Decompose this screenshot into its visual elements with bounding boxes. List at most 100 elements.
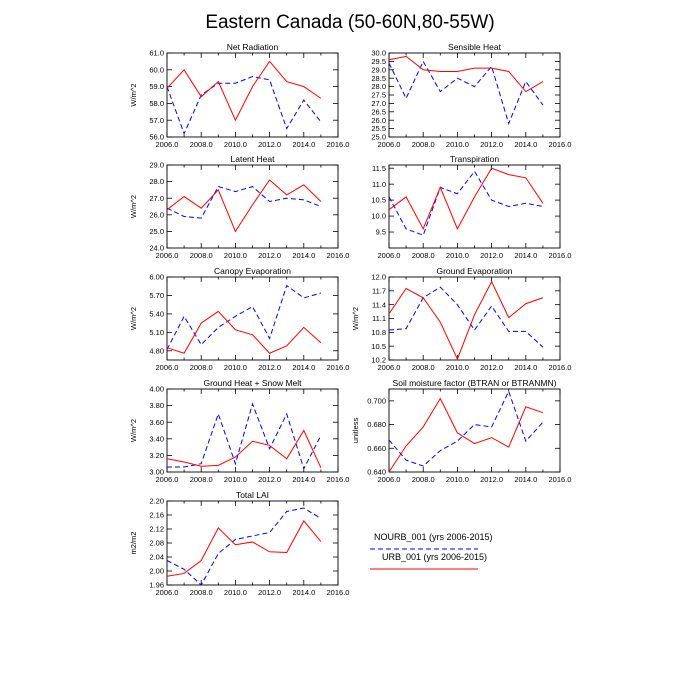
x-tick-label: 2010.0 (446, 140, 469, 149)
plot-frame (388, 388, 561, 473)
legend: NOURB_001 (yrs 2006-2015) URB_001 (yrs 20… (370, 532, 493, 570)
series-line-urb (166, 429, 322, 469)
y-axis-label: W/m^2 (351, 307, 360, 330)
y-tick-label: 10.8 (371, 328, 386, 337)
x-tick-label: 2012.0 (480, 363, 503, 372)
x-tick-label: 2012.0 (258, 251, 281, 260)
plot-frame (166, 52, 339, 138)
y-axis-label: W/m^2 (129, 307, 138, 330)
chart-panel-7: Ground Heat + Snow Melt W/m^2 2006.0 2008.0… (129, 378, 349, 484)
plot-frame (166, 500, 339, 586)
series-line-nourb (388, 286, 544, 348)
y-tick-label: 11.7 (372, 286, 386, 295)
x-tick-label: 2016.0 (549, 475, 572, 484)
y-tick-label: 29.0 (371, 65, 386, 74)
series-line-urb (388, 55, 544, 93)
y-tick-label: 2.20 (149, 497, 164, 506)
y-tick-label: 10.0 (371, 212, 386, 221)
x-tick-label: 2014.0 (514, 475, 537, 484)
x-tick-label: 2016.0 (327, 251, 350, 260)
series-line-urb (388, 280, 544, 361)
y-tick-label: 11.4 (372, 300, 386, 309)
x-tick-label: 2006.0 (378, 475, 401, 484)
x-tick-label: 2012.0 (480, 140, 503, 149)
x-tick-label: 2006.0 (156, 251, 179, 260)
y-tick-label: 10.5 (371, 196, 386, 205)
x-tick-label: 2006.0 (378, 363, 401, 372)
y-tick-label: 30.0 (371, 49, 386, 58)
y-tick-label: 10.5 (371, 342, 386, 351)
x-tick-label: 2010.0 (224, 475, 247, 484)
chart-panel-2: Sensible Heat 2006.0 2008.0 2010.0 2012.0 201… (371, 42, 571, 149)
panel-title: Latent Heat (231, 154, 276, 164)
y-axis-label: m2/m2 (129, 532, 138, 555)
y-tick-label: 25.0 (149, 227, 164, 236)
y-tick-label: 5.40 (149, 309, 164, 318)
y-tick-label: 58.0 (149, 99, 164, 108)
x-tick-label: 2014.0 (292, 588, 315, 597)
y-tick-label: 11.1 (372, 314, 386, 323)
y-tick-label: 2.16 (149, 511, 164, 520)
x-tick-label: 2006.0 (156, 363, 179, 372)
series-line-urb (166, 60, 322, 122)
y-tick-label: 12.0 (371, 273, 386, 282)
y-tick-label: 26.0 (149, 210, 164, 219)
y-axis-label: unitless (351, 418, 360, 444)
x-tick-label: 2014.0 (514, 363, 537, 372)
x-tick-label: 2010.0 (446, 475, 469, 484)
y-tick-label: 2.08 (149, 539, 164, 548)
x-tick-label: 2008.0 (190, 251, 213, 260)
x-tick-label: 2016.0 (549, 363, 572, 372)
chart-panel-9: Total LAI m2/m2 2006.0 2008.0 2010.0 2012.0 20… (129, 490, 349, 597)
y-tick-label: 11.0 (372, 180, 386, 189)
x-tick-label: 2016.0 (327, 588, 350, 597)
series-line-nourb (388, 390, 544, 467)
plot-frame (388, 52, 561, 138)
x-tick-label: 2016.0 (549, 140, 572, 149)
y-tick-label: 0.680 (367, 420, 386, 429)
y-tick-label: 29.5 (371, 57, 386, 66)
x-tick-label: 2006.0 (378, 251, 401, 260)
chart-panel-8: Soil moisture factor (BTRAN or BTRANMN) u… (351, 378, 571, 484)
series-line-nourb (166, 507, 322, 586)
y-tick-label: 3.00 (149, 468, 164, 477)
x-tick-label: 2012.0 (258, 363, 281, 372)
panel-title: Net Radiation (227, 42, 279, 52)
x-tick-label: 2010.0 (224, 251, 247, 260)
x-tick-label: 2014.0 (292, 363, 315, 372)
y-tick-label: 28.5 (371, 74, 386, 83)
panel-title: Canopy Evaporation (214, 266, 291, 276)
series-line-urb (166, 179, 322, 233)
y-tick-label: 2.12 (149, 525, 164, 534)
y-tick-label: 59.0 (149, 82, 164, 91)
x-tick-label: 2008.0 (190, 140, 213, 149)
y-tick-label: 28.0 (371, 82, 386, 91)
y-tick-label: 27.0 (149, 194, 164, 203)
x-tick-label: 2016.0 (327, 363, 350, 372)
x-tick-label: 2008.0 (190, 475, 213, 484)
x-tick-label: 2014.0 (292, 251, 315, 260)
series-line-nourb (166, 185, 322, 219)
series-line-nourb (388, 170, 543, 236)
y-tick-label: 0.660 (367, 444, 386, 453)
x-tick-label: 2006.0 (156, 140, 179, 149)
series-line-nourb (167, 402, 322, 470)
y-tick-label: 4.80 (149, 346, 164, 355)
plot-frame (388, 276, 561, 361)
y-axis-label: W/m^2 (129, 195, 138, 218)
y-axis-label: W/m^2 (129, 83, 138, 106)
panels: Net Radiation W/m^2 2006.0 2008.0 2010.0 2012… (129, 42, 571, 597)
x-tick-label: 2010.0 (446, 363, 469, 372)
y-tick-label: 5.70 (149, 291, 164, 300)
x-tick-label: 2010.0 (224, 363, 247, 372)
y-tick-label: 25.0 (371, 133, 386, 142)
y-axis-label: W/m^2 (129, 419, 138, 442)
legend-entry-nourb: NOURB_001 (yrs 2006-2015) (370, 532, 493, 550)
plot-frame (166, 164, 339, 249)
panel-title: Total LAI (236, 490, 269, 500)
legend-label: URB_001 (yrs 2006-2015) (382, 552, 487, 562)
y-tick-label: 4.00 (149, 385, 164, 394)
x-tick-label: 2014.0 (514, 251, 537, 260)
x-tick-label: 2012.0 (258, 588, 281, 597)
x-tick-label: 2010.0 (446, 251, 469, 260)
